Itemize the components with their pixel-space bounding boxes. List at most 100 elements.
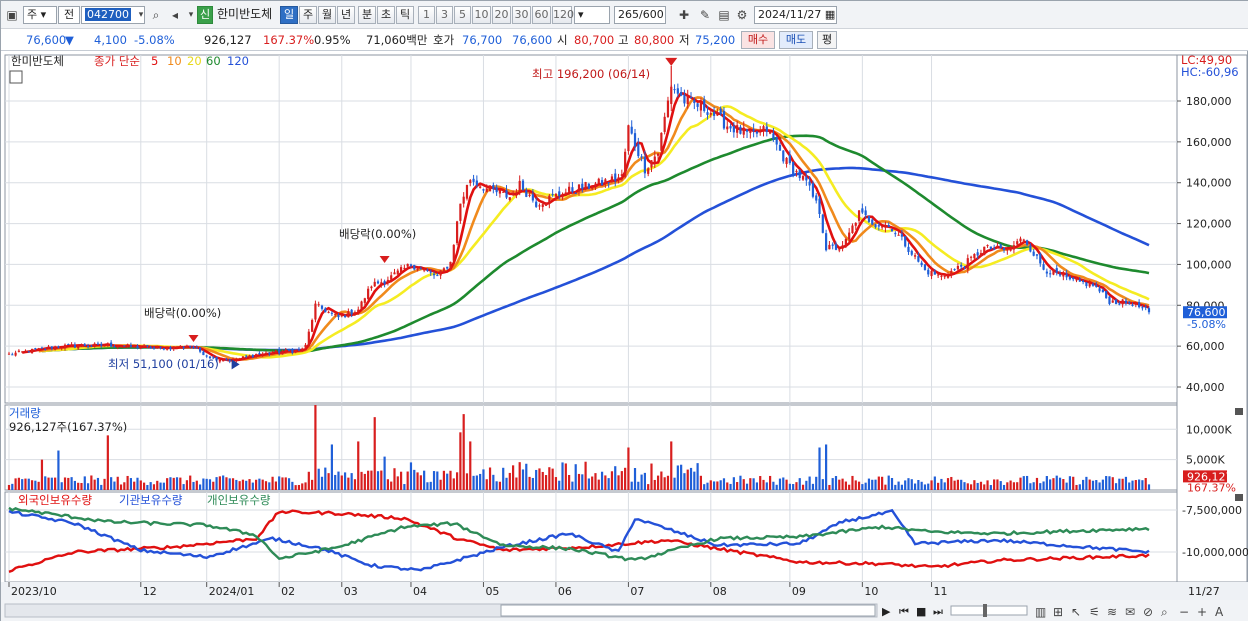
candle-body [686,96,689,105]
interval-button[interactable]: 20 [492,6,511,24]
window-icon[interactable]: ▣ [6,8,18,22]
text-icon[interactable]: A [1215,605,1224,619]
sell-button[interactable]: 매도 [779,31,813,49]
candle-body [485,188,488,193]
volume-bar [1138,479,1141,490]
scroll-thumb[interactable] [500,604,876,617]
candle-body [834,244,838,250]
candle-body [620,174,623,176]
volume-bar [538,468,541,490]
search-icon[interactable]: ⌕ [152,8,160,22]
candle-body [116,346,119,348]
period-second-button[interactable]: 초 [377,6,395,24]
volume-bar [324,467,327,490]
volume-bar [399,471,403,490]
interval-input[interactable]: ▾ [574,6,610,24]
first-icon[interactable]: ⏮ [899,605,909,618]
volume-bar [881,476,884,490]
candle-body [986,245,989,247]
interval-button[interactable]: 120 [552,6,574,24]
count-input[interactable]: 265/600 [614,6,666,24]
candle-body [577,184,581,192]
prev-button[interactable]: 전 [58,6,80,24]
table-toggle-icon[interactable] [9,70,23,84]
volume-bar [986,480,989,490]
last-icon[interactable]: ⏭ [933,605,943,618]
pencil-icon[interactable]: ✎ [699,8,711,22]
period-year-button[interactable]: 년 [337,6,355,24]
panel-close-icon[interactable] [1235,408,1243,415]
volume-bar [274,481,277,490]
volume-bar [897,481,900,490]
volume-bar [890,478,894,490]
volume-bar [584,461,587,490]
volume-bar [1016,482,1019,490]
candle-body [419,268,422,270]
gear-icon[interactable]: ⚙ [736,8,748,22]
current-change-label: -5.08% [1187,318,1226,331]
candle-body [228,359,231,362]
zoom-slider[interactable] [950,605,1028,616]
period-tick-button[interactable]: 틱 [396,6,414,24]
current-price: 76,600 [26,33,67,47]
interval-button[interactable]: 1 [418,6,435,24]
candle-body [27,351,30,353]
volume-bar [1111,477,1114,490]
volume-bar [96,477,100,490]
volume-bar [459,432,462,490]
candle-body [778,144,782,151]
cross-icon[interactable]: ✚ [678,8,690,22]
period-week-button[interactable]: 주 [299,6,317,24]
date-input[interactable]: 2024/11/27 ▦ [754,6,837,24]
interval-button[interactable]: 5 [454,6,471,24]
volume-bar [940,478,943,490]
volume-bar [663,477,666,490]
zoom-out-icon[interactable]: − [1179,605,1189,619]
candle-body [386,279,390,283]
erase-icon[interactable]: ⊘ [1143,605,1153,619]
stop-icon[interactable]: ■ [916,605,926,618]
buy-button[interactable]: 매수 [741,31,775,49]
scroll-right-icon[interactable]: ▶ [882,605,891,618]
note-icon[interactable]: ✉ [1125,605,1135,619]
zoom-in-icon[interactable]: + [1197,605,1207,619]
calendar-icon[interactable]: ▦ [824,8,836,21]
volume-bar [969,484,973,490]
evaluate-button[interactable]: 평 [817,31,837,49]
panel-close-icon[interactable] [1235,494,1243,501]
dropdown-icon[interactable]: ▾ [138,10,144,20]
candle-body [874,224,877,228]
zoom-slider-handle[interactable] [983,604,987,617]
volume-bar [716,481,719,490]
chart-canvas[interactable]: 한미반도체 종가 단순 5 10 20 60 120 LC:49,90 HC:-… [1,51,1248,621]
interval-button[interactable]: 3 [436,6,453,24]
period-minute-button[interactable]: 분 [358,6,376,24]
candle-body [647,168,650,174]
speaker-icon[interactable]: ◂ [171,8,179,22]
grid-icon[interactable]: ▥ [1035,605,1046,619]
code-input[interactable]: 042700 [81,6,145,24]
candle-body [44,348,47,350]
volume-bar [1085,476,1088,490]
trend-icon[interactable]: ⚟ [1089,605,1100,619]
volume-bar [1058,477,1062,490]
market-select[interactable]: 주 ▾ [23,6,57,24]
zoom-icon[interactable]: ⌕ [1161,605,1168,619]
volume-bar [327,473,330,490]
high-label: 고 [618,33,629,47]
volume-bar [1068,476,1072,490]
cursor-icon[interactable]: ↖ [1071,605,1081,619]
interval-button[interactable]: 60 [532,6,551,24]
period-day-button[interactable]: 일 [280,6,298,24]
interval-button[interactable]: 30 [512,6,531,24]
candle-body [597,178,600,184]
dropdown-icon[interactable]: ▾ [188,10,194,20]
period-month-button[interactable]: 월 [318,6,336,24]
volume-bar [40,459,44,490]
interval-button[interactable]: 10 [472,6,491,24]
split-icon[interactable]: ⊞ [1053,605,1063,619]
save-icon[interactable]: ▤ [718,8,730,22]
volume-bar [1025,475,1029,490]
fib-icon[interactable]: ≋ [1107,605,1117,619]
